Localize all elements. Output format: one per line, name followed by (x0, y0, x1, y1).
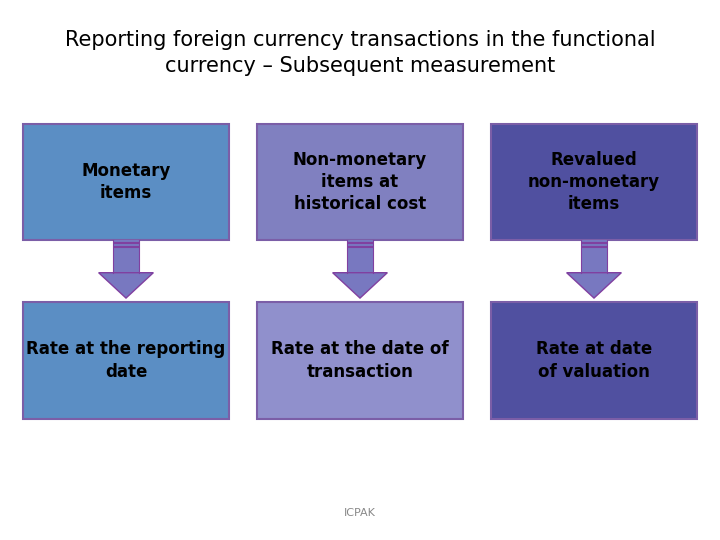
FancyBboxPatch shape (347, 240, 373, 273)
Text: ICPAK: ICPAK (344, 508, 376, 518)
Text: Rate at the date of
transaction: Rate at the date of transaction (271, 340, 449, 381)
Text: Monetary
items: Monetary items (81, 162, 171, 202)
FancyBboxPatch shape (491, 124, 697, 240)
FancyBboxPatch shape (23, 302, 229, 418)
FancyBboxPatch shape (581, 240, 607, 273)
FancyBboxPatch shape (258, 124, 463, 240)
Text: Rate at date
of valuation: Rate at date of valuation (536, 340, 652, 381)
Text: Reporting foreign currency transactions in the functional
currency – Subsequent : Reporting foreign currency transactions … (65, 30, 655, 76)
Text: Non-monetary
items at
historical cost: Non-monetary items at historical cost (293, 151, 427, 213)
Polygon shape (567, 273, 621, 298)
Text: Rate at the reporting
date: Rate at the reporting date (27, 340, 225, 381)
Polygon shape (333, 273, 387, 298)
Text: Revalued
non-monetary
items: Revalued non-monetary items (528, 151, 660, 213)
FancyBboxPatch shape (113, 240, 139, 273)
FancyBboxPatch shape (491, 302, 697, 418)
Polygon shape (99, 273, 153, 298)
FancyBboxPatch shape (23, 124, 229, 240)
FancyBboxPatch shape (258, 302, 463, 418)
